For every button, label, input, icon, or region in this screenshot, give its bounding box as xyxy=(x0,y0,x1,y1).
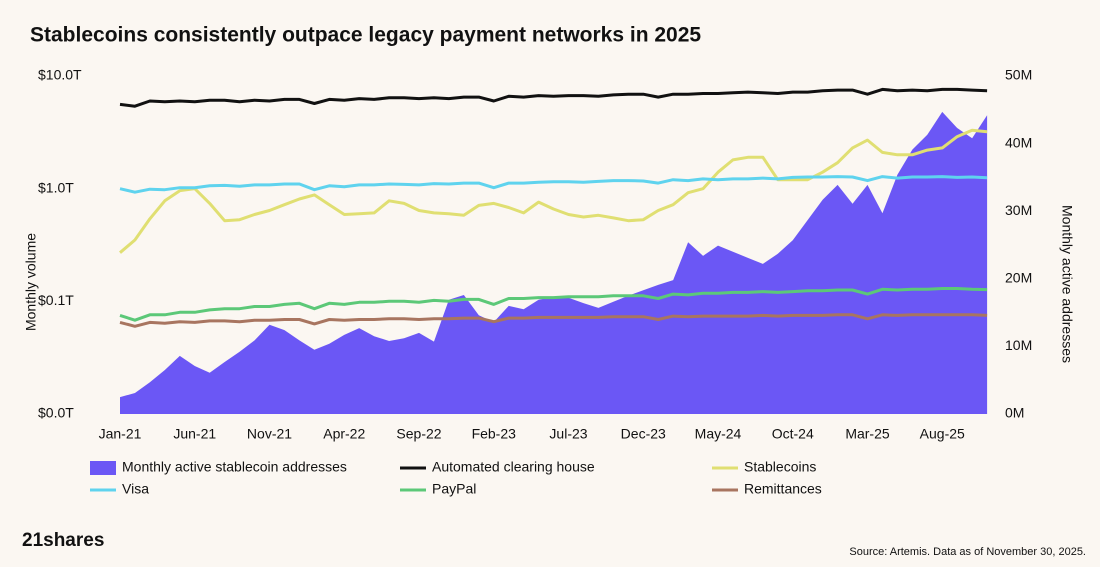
legend-swatch xyxy=(90,461,116,475)
legend-label: Remittances xyxy=(744,481,822,497)
logo: 21shares xyxy=(22,530,104,551)
y2-tick-label: 30M xyxy=(1005,202,1032,218)
legend-label: PayPal xyxy=(432,481,476,497)
y2-axis-label: Monthly active addresses xyxy=(1059,205,1075,363)
y-tick-label: $0.1T xyxy=(38,292,74,308)
x-tick-label: Mar-25 xyxy=(845,426,890,442)
x-tick-label: Jun-21 xyxy=(173,426,216,442)
x-tick-label: Oct-24 xyxy=(772,426,814,442)
legend-label: Monthly active stablecoin addresses xyxy=(122,459,347,475)
y-axis-label: Monthly volume xyxy=(23,233,39,331)
y2-tick-label: 0M xyxy=(1005,405,1024,421)
x-tick-label: Jan-21 xyxy=(99,426,142,442)
line xyxy=(119,87,988,108)
x-tick-label: Aug-25 xyxy=(920,426,965,442)
x-tick-label: May-24 xyxy=(695,426,742,442)
line xyxy=(119,287,988,322)
legend-label: Visa xyxy=(122,481,149,497)
x-tick-label: Jul-23 xyxy=(549,426,587,442)
x-tick-label: Nov-21 xyxy=(247,426,292,442)
y-tick-label: $0.0T xyxy=(38,405,74,421)
y2-tick-label: 40M xyxy=(1005,134,1032,150)
x-tick-label: Sep-22 xyxy=(396,426,441,442)
area xyxy=(120,111,988,414)
y2-tick-label: 50M xyxy=(1005,67,1032,83)
line xyxy=(119,128,988,254)
line xyxy=(119,313,988,328)
chart-title: Stablecoins consistently outpace legacy … xyxy=(30,24,701,47)
y-tick-label: $1.0T xyxy=(38,179,74,195)
line xyxy=(119,175,988,194)
x-tick-label: Feb-23 xyxy=(472,426,517,442)
legend-label: Automated clearing house xyxy=(432,459,595,475)
y2-tick-label: 10M xyxy=(1005,337,1032,353)
x-tick-label: Dec-23 xyxy=(621,426,666,442)
y-tick-label: $10.0T xyxy=(38,67,82,83)
x-tick-label: Apr-22 xyxy=(323,426,365,442)
source: Source: Artemis. Data as of November 30,… xyxy=(849,546,1086,558)
legend-label: Stablecoins xyxy=(744,459,816,475)
y2-tick-label: 20M xyxy=(1005,270,1032,286)
